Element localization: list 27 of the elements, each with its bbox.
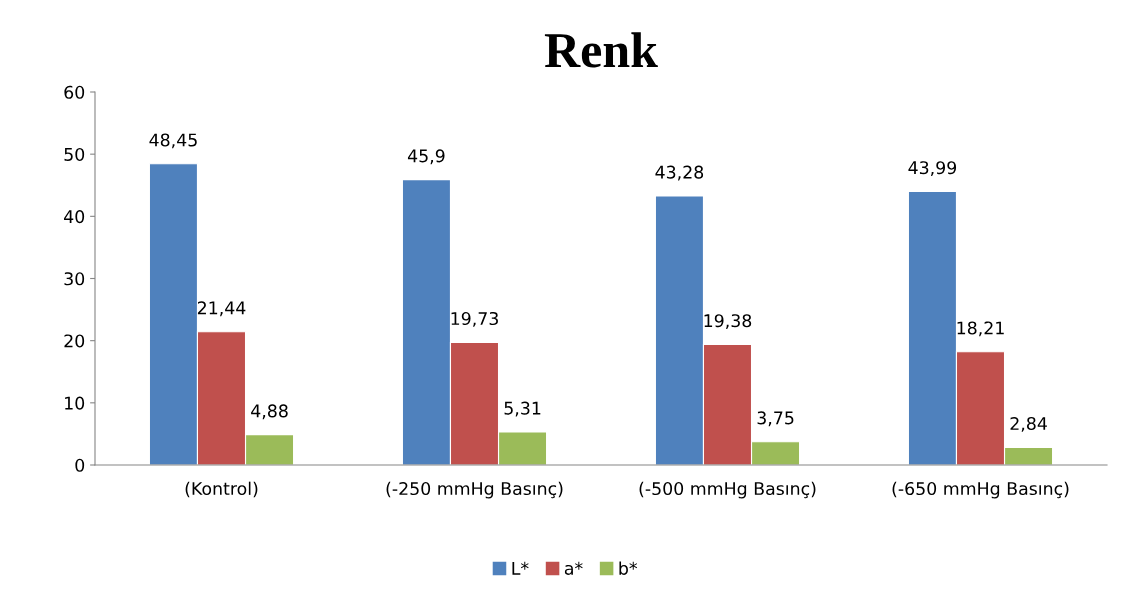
y-tick-label: 20 <box>64 334 85 348</box>
x-tick-label: (Kontrol) <box>185 481 258 498</box>
legend-label: a* <box>564 561 583 575</box>
data-label: 5,31 <box>504 401 541 417</box>
data-label: 45,9 <box>407 149 445 165</box>
data-label: 43,28 <box>655 165 704 181</box>
data-label: 19,38 <box>704 314 752 330</box>
data-label: 3,75 <box>757 411 794 427</box>
y-tick-label: 0 <box>75 458 85 472</box>
chart-title: Renk <box>544 32 658 68</box>
data-label: 18,21 <box>957 321 1004 337</box>
data-label: 43,99 <box>908 161 957 177</box>
legend-label: b* <box>619 561 638 575</box>
data-label: 21,44 <box>197 301 246 317</box>
y-tick-label: 10 <box>65 396 85 410</box>
legend-label: L* <box>512 561 529 575</box>
x-tick-label: (-500 mmHg Basınç) <box>639 481 816 499</box>
data-label: 2,84 <box>1010 416 1047 432</box>
x-tick-label: (-650 mmHg Basınç) <box>892 481 1069 499</box>
y-tick-label: 30 <box>64 272 85 286</box>
data-label: 4,88 <box>251 404 288 420</box>
y-tick-label: 50 <box>64 147 85 162</box>
y-tick-label: 60 <box>64 85 85 99</box>
data-label: 19,73 <box>451 311 498 327</box>
y-tick-label: 40 <box>64 210 85 224</box>
x-tick-label: (-250 mmHg Basınç) <box>386 481 563 499</box>
data-label: 48,45 <box>149 133 197 149</box>
